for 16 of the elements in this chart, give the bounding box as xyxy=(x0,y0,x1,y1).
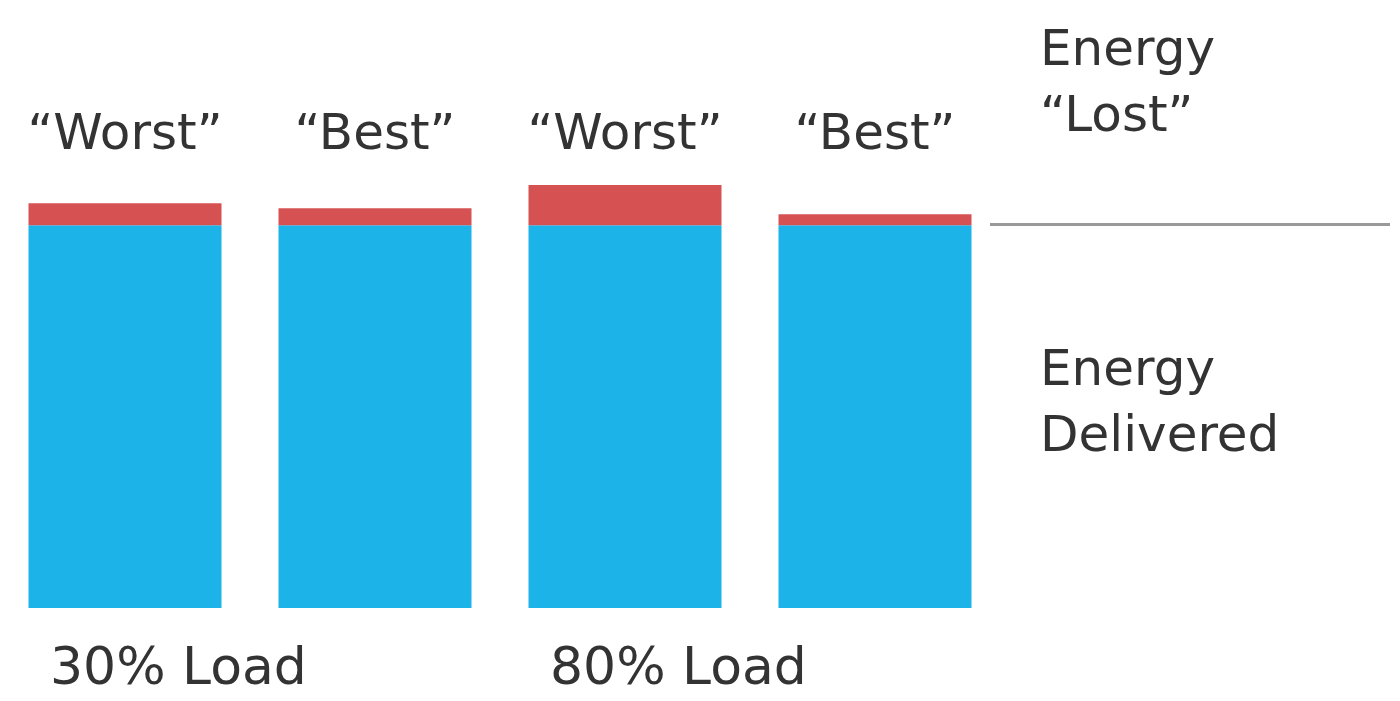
bar xyxy=(778,214,972,226)
bar xyxy=(28,203,222,226)
bar xyxy=(28,225,222,608)
x-tick-label: “Worst” xyxy=(27,103,223,161)
series-label: Energy Delivered xyxy=(1040,339,1280,463)
bar xyxy=(278,208,472,226)
x-tick-label: “Best” xyxy=(294,103,456,161)
x-tick-label: “Best” xyxy=(794,103,956,161)
bar xyxy=(778,225,972,608)
bar xyxy=(278,225,472,608)
text: 80% Load xyxy=(550,636,807,696)
x-tick-label: “Worst” xyxy=(527,103,723,161)
series-label: Energy “Lost” xyxy=(1040,19,1216,143)
bar xyxy=(528,225,722,608)
bar xyxy=(528,185,722,226)
text: 30% Load xyxy=(50,636,307,696)
